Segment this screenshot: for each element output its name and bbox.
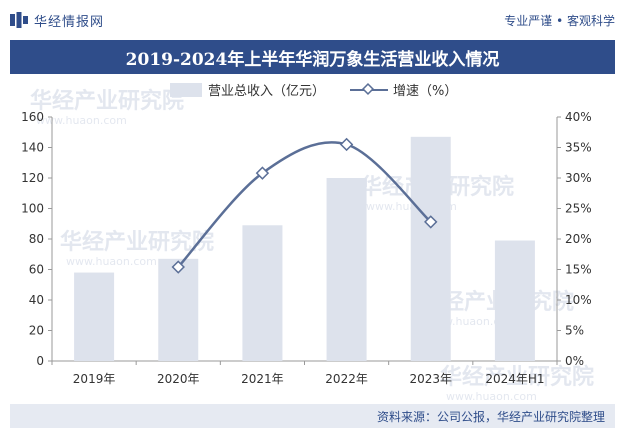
y-right-tick-label: 15%: [565, 263, 592, 277]
legend-bar-swatch: [170, 83, 202, 97]
line-point: [424, 215, 438, 229]
y-right-tick-label: 30%: [565, 171, 592, 185]
line-point: [255, 166, 270, 180]
axes: 0 20 40 60 80 100 120 140 160 0% 5% 10% 15% 20% 25% 30%…: [21, 110, 592, 368]
y-right-tick-label: 25%: [565, 202, 592, 216]
y-left-tick-label: 20: [29, 324, 44, 338]
y-left-tick-label: 60: [29, 263, 44, 277]
y-left-tick-label: 80: [29, 232, 44, 246]
x-tick-label: 2024年H1: [485, 372, 544, 386]
legend-line-label: 增速（%）: [393, 84, 457, 99]
bar: [410, 136, 451, 361]
line-point: [339, 137, 354, 152]
y-right-tick-label: 5%: [565, 324, 584, 338]
x-axis-labels: 2019年 2020年 2021年 2022年 2023年 2024年H1: [73, 372, 545, 386]
y-left-tick-label: 160: [21, 110, 44, 124]
watermark-url: www.huaon.com: [446, 390, 537, 403]
bar: [494, 240, 535, 361]
source-note: 资料来源：公司公报，华经产业研究院整理: [376, 409, 605, 424]
bar: [326, 178, 367, 361]
bar: [158, 258, 199, 361]
line-series: [171, 137, 438, 274]
title-bar: 2019-2024年上半年华润万象生活营业收入情况: [10, 40, 615, 74]
watermark-text: 华经产业研究院: [440, 364, 594, 390]
growth-line: [177, 141, 432, 268]
chart-title: 2019-2024年上半年华润万象生活营业收入情况: [125, 49, 500, 70]
footer-bar: 资料来源：公司公报，华经产业研究院整理: [10, 404, 615, 428]
legend-line-marker: [361, 82, 375, 96]
slogan: 专业严谨 • 客观科学: [504, 14, 615, 28]
y-right-tick-label: 35%: [565, 141, 592, 155]
x-tick-label: 2020年: [157, 372, 200, 386]
legend-bar-label: 营业总收入（亿元）: [208, 84, 325, 99]
y-right-tick-label: 0%: [565, 354, 584, 368]
y-right-tick-label: 40%: [565, 110, 592, 124]
y-left-tick-label: 0: [36, 354, 44, 368]
y-left-tick-label: 40: [29, 293, 44, 307]
watermark-url: www.huaon.com: [36, 114, 127, 127]
legend: 营业总收入（亿元） 增速（%）: [170, 82, 457, 99]
y-left-tick-label: 100: [21, 202, 44, 216]
huajing-logo-icon: [10, 12, 28, 28]
bar-series: [74, 136, 535, 361]
x-tick-label: 2021年: [241, 372, 284, 386]
x-tick-label: 2023年: [409, 372, 452, 386]
y-left-tick-label: 120: [21, 171, 44, 185]
watermark-url: www.huaon.com: [66, 255, 157, 268]
line-point: [171, 260, 185, 274]
bar: [242, 225, 283, 361]
chart-container: 华经产业研究院 www.huaon.com 华经产业研究院 www.huaon.com…: [0, 74, 625, 405]
y-right-tick-label: 20%: [565, 232, 592, 246]
brand-name: 华经情报网: [34, 14, 105, 30]
top-bar: 华经情报网 专业严谨 • 客观科学: [0, 0, 625, 40]
watermark-text: 华经产业研究院: [60, 229, 214, 255]
x-tick-label: 2019年: [73, 372, 116, 386]
y-left-tick-label: 140: [21, 141, 44, 155]
combo-chart: 华经产业研究院www.huaon.com华经产业研究院www.huaon.com…: [21, 82, 594, 403]
watermark-text: 华经产业研究院: [30, 88, 184, 114]
bar: [74, 272, 115, 361]
x-tick-label: 2022年: [325, 372, 368, 386]
y-right-tick-label: 10%: [565, 293, 592, 307]
brand: 华经情报网: [10, 10, 104, 30]
